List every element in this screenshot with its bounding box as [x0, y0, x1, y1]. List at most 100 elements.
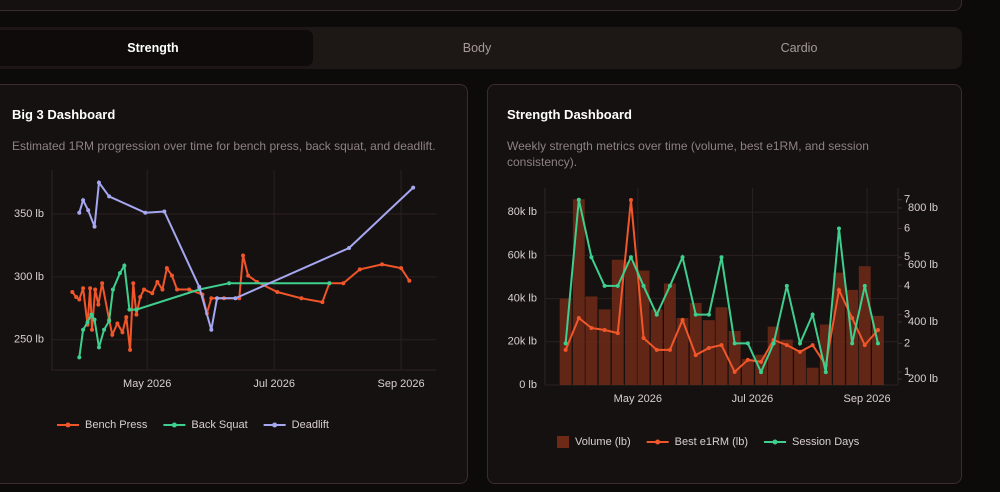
legend-swatch: [557, 436, 569, 448]
point: [759, 370, 764, 375]
x-tick-label: May 2026: [123, 378, 171, 390]
bar: [676, 318, 689, 385]
point: [823, 370, 828, 375]
legend-swatch: [171, 422, 177, 428]
tab[interactable]: Body: [462, 41, 492, 55]
point: [798, 341, 803, 346]
point: [784, 343, 789, 348]
legend-swatch: [272, 422, 278, 428]
point: [641, 335, 646, 340]
y-tick-label: 0 lb: [519, 379, 537, 391]
point: [134, 312, 139, 317]
point: [86, 208, 91, 213]
point: [810, 312, 815, 317]
point: [162, 209, 167, 214]
point: [836, 288, 841, 293]
y-tick-label: 60k lb: [508, 249, 537, 261]
point: [862, 343, 867, 348]
legend-label: Back Squat: [191, 419, 247, 431]
point: [693, 353, 698, 358]
point: [143, 210, 148, 215]
point: [138, 295, 143, 300]
point: [628, 255, 633, 260]
point: [602, 327, 607, 332]
point: [693, 312, 698, 317]
bar: [806, 367, 819, 385]
point: [128, 347, 133, 352]
point: [850, 316, 855, 321]
point: [798, 349, 803, 354]
point: [341, 281, 346, 286]
point: [628, 197, 633, 202]
point: [563, 341, 568, 346]
point: [563, 347, 568, 352]
y-tick-label: 350 lb: [14, 208, 44, 220]
tab[interactable]: Strength: [0, 30, 313, 66]
point: [74, 295, 79, 300]
point: [175, 287, 180, 292]
point: [347, 245, 352, 250]
y2-tick-label: 7: [904, 194, 910, 206]
bar: [780, 339, 793, 385]
point: [275, 290, 280, 295]
point: [745, 341, 750, 346]
y-tick-label: 300 lb: [14, 271, 44, 283]
point: [102, 327, 107, 332]
point: [215, 296, 220, 301]
point: [836, 226, 841, 231]
bar: [625, 261, 637, 385]
point: [862, 283, 867, 288]
point: [615, 331, 620, 336]
bar: [858, 266, 871, 385]
x-tick-label: Jul 2026: [253, 378, 295, 390]
top-card: [0, 0, 962, 11]
point: [110, 287, 115, 292]
point: [589, 325, 594, 330]
point: [150, 291, 155, 296]
point: [122, 263, 127, 268]
legend-swatch: [65, 422, 71, 428]
y-tick-label: 250 lb: [14, 334, 44, 346]
point: [197, 284, 202, 289]
y2-tick-label: 3: [904, 309, 910, 321]
bar: [598, 309, 611, 385]
point: [246, 273, 251, 278]
point: [719, 255, 724, 260]
legend-label: Best e1RM (lb): [675, 436, 748, 448]
point: [654, 347, 659, 352]
bar: [794, 350, 806, 385]
series-line: [71, 255, 411, 350]
y-tick-label: 40k lb: [508, 293, 537, 305]
point: [241, 253, 246, 258]
point: [875, 327, 880, 332]
point: [77, 297, 82, 302]
point: [732, 369, 737, 374]
legend-swatch: [772, 439, 778, 445]
chart-subtitle: Weekly strength metrics over time (volum…: [507, 139, 869, 169]
point: [81, 327, 86, 332]
point: [227, 281, 232, 286]
y2-tick-label: 1: [904, 366, 910, 378]
point: [96, 302, 101, 307]
point: [131, 281, 136, 286]
bar: [572, 199, 585, 385]
y2-tick-label: 5: [904, 251, 910, 263]
tab[interactable]: Cardio: [780, 41, 818, 55]
legend-label: Deadlift: [292, 419, 329, 431]
point: [719, 343, 724, 348]
point: [615, 283, 620, 288]
bar: [650, 309, 663, 385]
point: [233, 296, 238, 301]
point: [810, 343, 815, 348]
y2-tick-label: 600 lb: [908, 259, 938, 271]
point: [120, 330, 125, 335]
point: [299, 296, 304, 301]
y2-tick-label: 6: [904, 222, 910, 234]
point: [96, 345, 101, 350]
point: [576, 197, 581, 202]
point: [602, 283, 607, 288]
bar: [741, 359, 754, 385]
point: [680, 317, 685, 322]
